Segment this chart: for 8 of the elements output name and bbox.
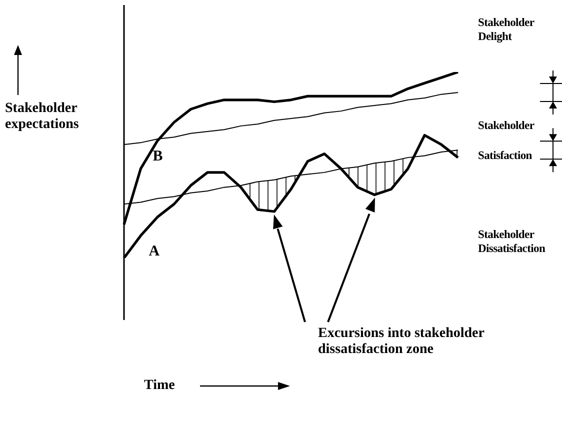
text: Stakeholder Satisfaction [478,120,534,162]
text: Stakeholder Dissatisfaction [478,228,546,256]
series-label: A [148,244,160,260]
text: Excursions into stakeholder dissatisfaction zone [318,326,486,358]
text: Stakeholder Delight [478,16,536,44]
y-axis-title: Stakeholder expectations [5,101,80,133]
text: Time [144,378,175,394]
series-label: B [152,148,163,165]
